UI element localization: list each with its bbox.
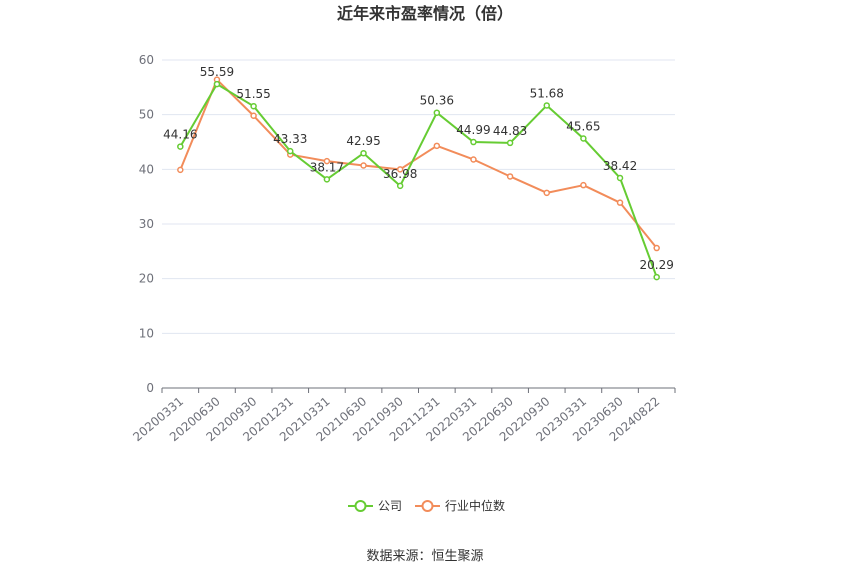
data-label: 51.68 bbox=[530, 86, 564, 100]
data-point bbox=[287, 147, 294, 155]
data-label: 36.98 bbox=[383, 167, 417, 181]
y-tick-label: 10 bbox=[139, 326, 154, 340]
source-note: 数据来源：恒生聚源 bbox=[366, 549, 483, 564]
data-point bbox=[177, 166, 184, 174]
series-line-0 bbox=[179, 83, 658, 278]
data-point bbox=[543, 102, 550, 109]
y-tick-label: 50 bbox=[139, 108, 154, 122]
y-axis-ticks: 0 10 20 30 40 50 60 bbox=[139, 53, 154, 395]
data-point bbox=[433, 142, 441, 150]
legend-swatch-marker bbox=[421, 500, 434, 512]
data-point bbox=[653, 273, 660, 281]
data-point bbox=[250, 102, 257, 110]
data-point bbox=[506, 139, 514, 147]
data-label: 44.83 bbox=[493, 124, 527, 138]
legend-label: 公司 bbox=[378, 499, 402, 513]
data-label: 43.33 bbox=[273, 132, 307, 146]
data-point bbox=[470, 156, 477, 163]
y-tick-label: 20 bbox=[139, 272, 154, 286]
x-axis: 2020033120200630202009302020123120210331… bbox=[130, 387, 676, 444]
data-point bbox=[177, 143, 184, 150]
data-point bbox=[396, 182, 404, 190]
data-point bbox=[580, 135, 587, 142]
data-point bbox=[323, 157, 331, 165]
data-label: 38.42 bbox=[603, 159, 637, 173]
y-tick-label: 40 bbox=[139, 162, 154, 176]
data-point bbox=[250, 112, 257, 120]
data-point bbox=[396, 166, 404, 173]
data-label: 50.36 bbox=[420, 94, 454, 108]
y-tick-label: 60 bbox=[139, 53, 154, 67]
data-label: 55.59 bbox=[200, 65, 234, 79]
gridlines bbox=[162, 59, 675, 334]
y-tick-label: 0 bbox=[146, 381, 154, 395]
legend[interactable]: 公司 行业中位数 bbox=[348, 498, 505, 513]
data-point bbox=[543, 189, 550, 197]
data-point bbox=[616, 174, 624, 182]
data-label: 45.65 bbox=[566, 119, 600, 133]
data-label: 51.55 bbox=[236, 87, 270, 101]
data-point bbox=[653, 244, 660, 252]
data-point bbox=[323, 176, 331, 183]
data-label: 44.99 bbox=[456, 123, 490, 137]
series-lines bbox=[177, 76, 660, 281]
data-point bbox=[360, 162, 367, 169]
chart-title: 近年来市盈率情况（倍） bbox=[337, 4, 513, 23]
data-point bbox=[470, 138, 477, 146]
y-tick-label: 30 bbox=[139, 217, 154, 231]
data-point bbox=[616, 199, 624, 206]
series-line-1 bbox=[179, 78, 658, 249]
data-label: 42.95 bbox=[346, 134, 380, 148]
data-point bbox=[213, 80, 221, 88]
data-point bbox=[433, 109, 441, 116]
data-point bbox=[580, 181, 587, 189]
data-label: 44.16 bbox=[163, 128, 197, 142]
data-point bbox=[360, 149, 367, 157]
data-label: 38.17 bbox=[310, 160, 344, 174]
legend-label: 行业中位数 bbox=[445, 498, 505, 513]
data-point bbox=[506, 173, 514, 180]
legend-swatch-marker bbox=[354, 500, 367, 512]
data-label: 20.29 bbox=[639, 258, 673, 272]
